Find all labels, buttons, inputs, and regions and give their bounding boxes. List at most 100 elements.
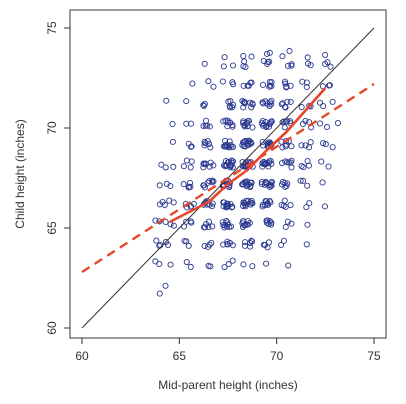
data-point (220, 63, 227, 70)
data-point (207, 144, 214, 151)
data-point (247, 239, 254, 247)
data-point (229, 122, 236, 129)
data-point (300, 177, 307, 184)
data-point (302, 117, 309, 125)
data-point (249, 263, 256, 270)
data-point (228, 204, 235, 211)
data-point (263, 50, 270, 57)
data-point (220, 118, 227, 125)
x-axis-label: Mid-parent height (inches) (158, 378, 297, 392)
data-point (260, 241, 267, 248)
data-point (200, 160, 207, 167)
regression-line-dashed (81, 82, 375, 274)
data-point (266, 218, 274, 225)
data-point (245, 142, 252, 149)
data-point (298, 142, 305, 149)
data-point (228, 143, 235, 151)
data-point (326, 82, 333, 89)
data-point (170, 222, 177, 229)
data-point (185, 242, 192, 249)
data-point (242, 143, 249, 150)
data-point (284, 218, 291, 225)
data-point (221, 54, 228, 61)
data-point (304, 221, 311, 228)
data-point (268, 79, 275, 86)
data-point (207, 263, 214, 270)
data-point (260, 100, 267, 107)
data-point (244, 221, 251, 228)
data-point (188, 158, 195, 165)
data-point (266, 49, 273, 56)
data-point (225, 261, 232, 268)
data-point (280, 237, 287, 244)
data-point (203, 221, 210, 228)
x-tick-label: 60 (75, 349, 89, 363)
data-point (299, 78, 306, 85)
data-point (208, 239, 215, 246)
data-point (240, 53, 247, 60)
data-point (316, 120, 324, 127)
y-tick-label: 65 (45, 221, 59, 235)
data-point (278, 241, 285, 249)
data-point (209, 223, 216, 230)
data-point (288, 164, 295, 171)
data-point (266, 58, 273, 65)
data-point (303, 241, 310, 248)
data-point (268, 83, 275, 90)
data-point (209, 200, 216, 207)
data-point (303, 83, 310, 91)
data-point (224, 221, 231, 228)
data-point (320, 140, 327, 147)
data-point (167, 261, 174, 268)
data-point (227, 162, 234, 170)
plot-frame (69, 9, 387, 339)
data-point (282, 158, 289, 165)
y-axis: 60 65 70 75 (45, 21, 70, 335)
data-point (281, 124, 288, 131)
data-point (201, 242, 208, 249)
data-point (247, 183, 254, 191)
data-point (259, 138, 266, 146)
data-point (262, 159, 269, 166)
data-point (304, 158, 311, 165)
data-point (264, 100, 271, 107)
data-point (239, 181, 246, 188)
data-point (241, 239, 249, 246)
data-point (224, 180, 232, 187)
data-point (288, 220, 295, 227)
data-point (245, 82, 252, 89)
x-tick-label: 75 (367, 349, 381, 363)
data-point (325, 163, 332, 170)
data-point (304, 60, 312, 67)
data-point (220, 241, 227, 248)
data-point (287, 202, 294, 209)
data-point (279, 159, 286, 167)
data-point (156, 290, 163, 297)
data-point (224, 241, 231, 248)
data-point (279, 100, 286, 107)
data-point (279, 144, 286, 151)
data-point (287, 98, 294, 105)
data-point (297, 177, 304, 184)
data-point (302, 142, 309, 149)
data-point (334, 120, 342, 127)
data-point (281, 197, 288, 204)
data-point (166, 197, 173, 204)
data-point (329, 98, 336, 105)
data-point (303, 204, 310, 211)
data-point (317, 99, 324, 106)
data-point (152, 217, 159, 224)
data-point (320, 103, 327, 110)
data-point (242, 64, 249, 71)
data-point (240, 199, 247, 206)
data-point (221, 143, 229, 150)
data-point (266, 197, 273, 205)
data-point (249, 200, 256, 207)
data-point (306, 200, 313, 207)
data-point (323, 123, 331, 131)
data-point (284, 62, 292, 69)
data-point (180, 181, 187, 188)
data-point (162, 164, 169, 171)
y-tick-label: 70 (45, 121, 59, 135)
